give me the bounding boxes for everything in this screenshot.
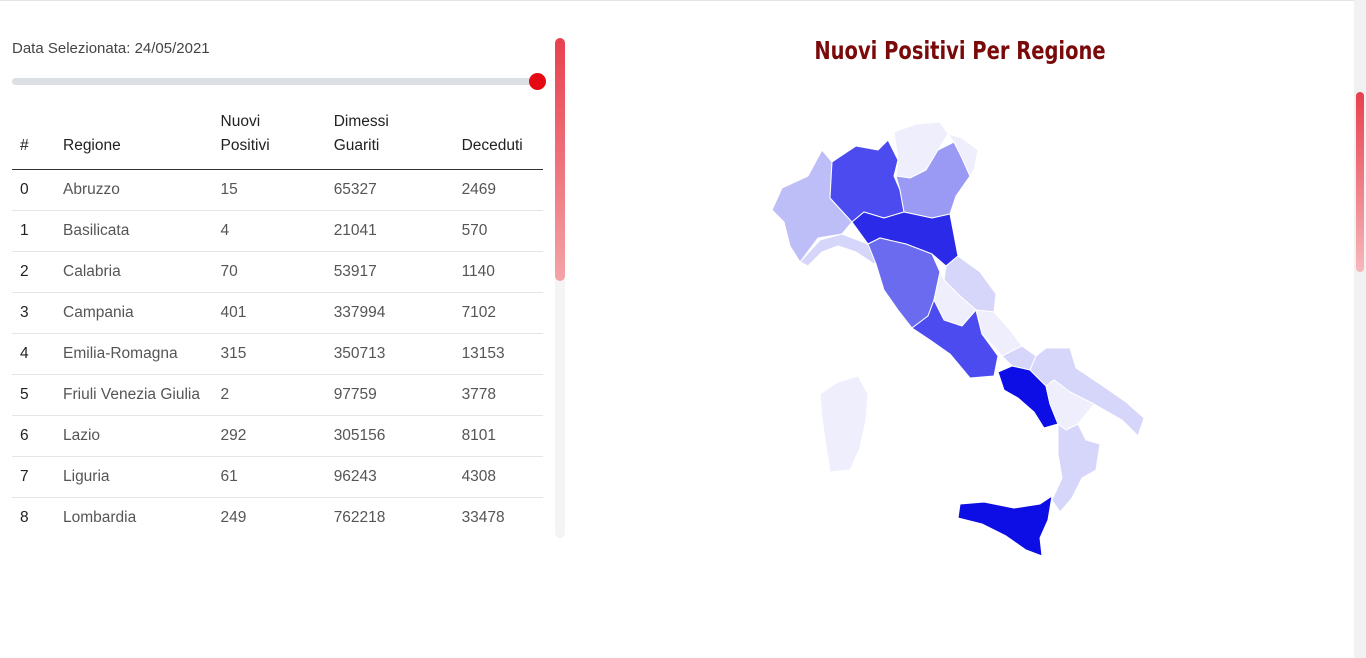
- selected-date-label: Data Selezionata: 24/05/2021: [12, 40, 210, 57]
- cell-dimessi-guariti: 96243: [333, 456, 462, 498]
- regions-table: # Regione Nuovi Positivi Dimessi Guariti D…: [12, 104, 543, 538]
- table-header-row: # Regione Nuovi Positivi Dimessi Guariti D…: [12, 104, 543, 170]
- cell-regione: Lombardia: [63, 497, 221, 538]
- page-scrollbar[interactable]: [1354, 0, 1366, 658]
- table-row: 1 Basilicata 4 21041 570: [12, 210, 543, 252]
- cell-deceduti: 8101: [461, 415, 543, 457]
- table-row: 2 Calabria 70 53917 1140: [12, 251, 543, 293]
- cell-regione: Basilicata: [63, 210, 221, 252]
- cell-regione: Campania: [63, 292, 221, 334]
- table-row: 3 Campania 401 337994 7102: [12, 292, 543, 334]
- table-row: 4 Emilia-Romagna 315 350713 13153: [12, 333, 543, 375]
- page-scrollbar-thumb[interactable]: [1356, 92, 1364, 272]
- cell-nuovi-positivi: 15: [220, 169, 334, 211]
- cell-deceduti: 1140: [461, 251, 543, 293]
- cell-dimessi-guariti: 337994: [333, 292, 462, 334]
- cell-index: 5: [12, 374, 63, 416]
- region-liguria[interactable]: [799, 233, 881, 267]
- italy-regions-map: [771, 121, 1145, 557]
- top-rule: [0, 0, 1366, 1]
- table-row: 7 Liguria 61 96243 4308: [12, 456, 543, 498]
- cell-index: 6: [12, 415, 63, 457]
- cell-deceduti: 4308: [461, 456, 543, 498]
- cell-index: 1: [12, 210, 63, 252]
- cell-nuovi-positivi: 292: [220, 415, 334, 457]
- table-scrollbar[interactable]: [555, 38, 565, 538]
- region-friuli-venezia-giulia[interactable]: [947, 133, 979, 177]
- header-deceduti: Deceduti: [461, 104, 543, 170]
- table-scrollbar-thumb[interactable]: [555, 38, 565, 281]
- cell-index: 2: [12, 251, 63, 293]
- header-dimessi-guariti: Dimessi Guariti: [333, 104, 462, 170]
- cell-deceduti: 13153: [461, 333, 543, 375]
- date-slider[interactable]: [12, 73, 546, 90]
- cell-index: 0: [12, 169, 63, 211]
- cell-index: 4: [12, 333, 63, 375]
- cell-regione: Abruzzo: [63, 169, 221, 211]
- region-sicilia[interactable]: [957, 495, 1053, 557]
- cell-regione: Friuli Venezia Giulia: [63, 374, 221, 416]
- cell-dimessi-guariti: 21041: [333, 210, 462, 252]
- table-row: 0 Abruzzo 15 65327 2469: [12, 169, 543, 211]
- table-row: 5 Friuli Venezia Giulia 2 97759 3778: [12, 374, 543, 416]
- region-lombardia[interactable]: [829, 139, 905, 223]
- cell-dimessi-guariti: 350713: [333, 333, 462, 375]
- header-index: #: [12, 104, 63, 170]
- cell-deceduti: 33478: [461, 497, 543, 538]
- cell-nuovi-positivi: 401: [220, 292, 334, 334]
- cell-nuovi-positivi: 2: [220, 374, 334, 416]
- cell-index: 8: [12, 497, 63, 538]
- cell-regione: Liguria: [63, 456, 221, 498]
- header-nuovi-positivi: Nuovi Positivi: [220, 104, 334, 170]
- map-title: Nuovi Positivi Per Regione: [814, 36, 1106, 65]
- date-slider-thumb[interactable]: [528, 73, 546, 90]
- cell-index: 7: [12, 456, 63, 498]
- cell-deceduti: 570: [461, 210, 543, 252]
- cell-dimessi-guariti: 65327: [333, 169, 462, 211]
- table-row: 8 Lombardia 249 762218 33478: [12, 497, 543, 538]
- cell-nuovi-positivi: 249: [220, 497, 334, 538]
- cell-dimessi-guariti: 97759: [333, 374, 462, 416]
- left-panel: Data Selezionata: 24/05/2021 # Regione N…: [12, 36, 567, 541]
- cell-regione: Lazio: [63, 415, 221, 457]
- cell-deceduti: 3778: [461, 374, 543, 416]
- cell-dimessi-guariti: 762218: [333, 497, 462, 538]
- region-calabria[interactable]: [1051, 423, 1101, 513]
- cell-dimessi-guariti: 53917: [333, 251, 462, 293]
- cell-nuovi-positivi: 61: [220, 456, 334, 498]
- cell-regione: Emilia-Romagna: [63, 333, 221, 375]
- cell-deceduti: 7102: [461, 292, 543, 334]
- cell-nuovi-positivi: 4: [220, 210, 334, 252]
- regions-table-container: # Regione Nuovi Positivi Dimessi Guariti D…: [12, 104, 543, 538]
- cell-deceduti: 2469: [461, 169, 543, 211]
- cell-nuovi-positivi: 70: [220, 251, 334, 293]
- cell-index: 3: [12, 292, 63, 334]
- cell-dimessi-guariti: 305156: [333, 415, 462, 457]
- cell-nuovi-positivi: 315: [220, 333, 334, 375]
- table-row: 6 Lazio 292 305156 8101: [12, 415, 543, 457]
- header-regione: Regione: [63, 104, 221, 170]
- date-slider-track[interactable]: [12, 78, 536, 85]
- cell-regione: Calabria: [63, 251, 221, 293]
- region-sardegna[interactable]: [819, 375, 869, 473]
